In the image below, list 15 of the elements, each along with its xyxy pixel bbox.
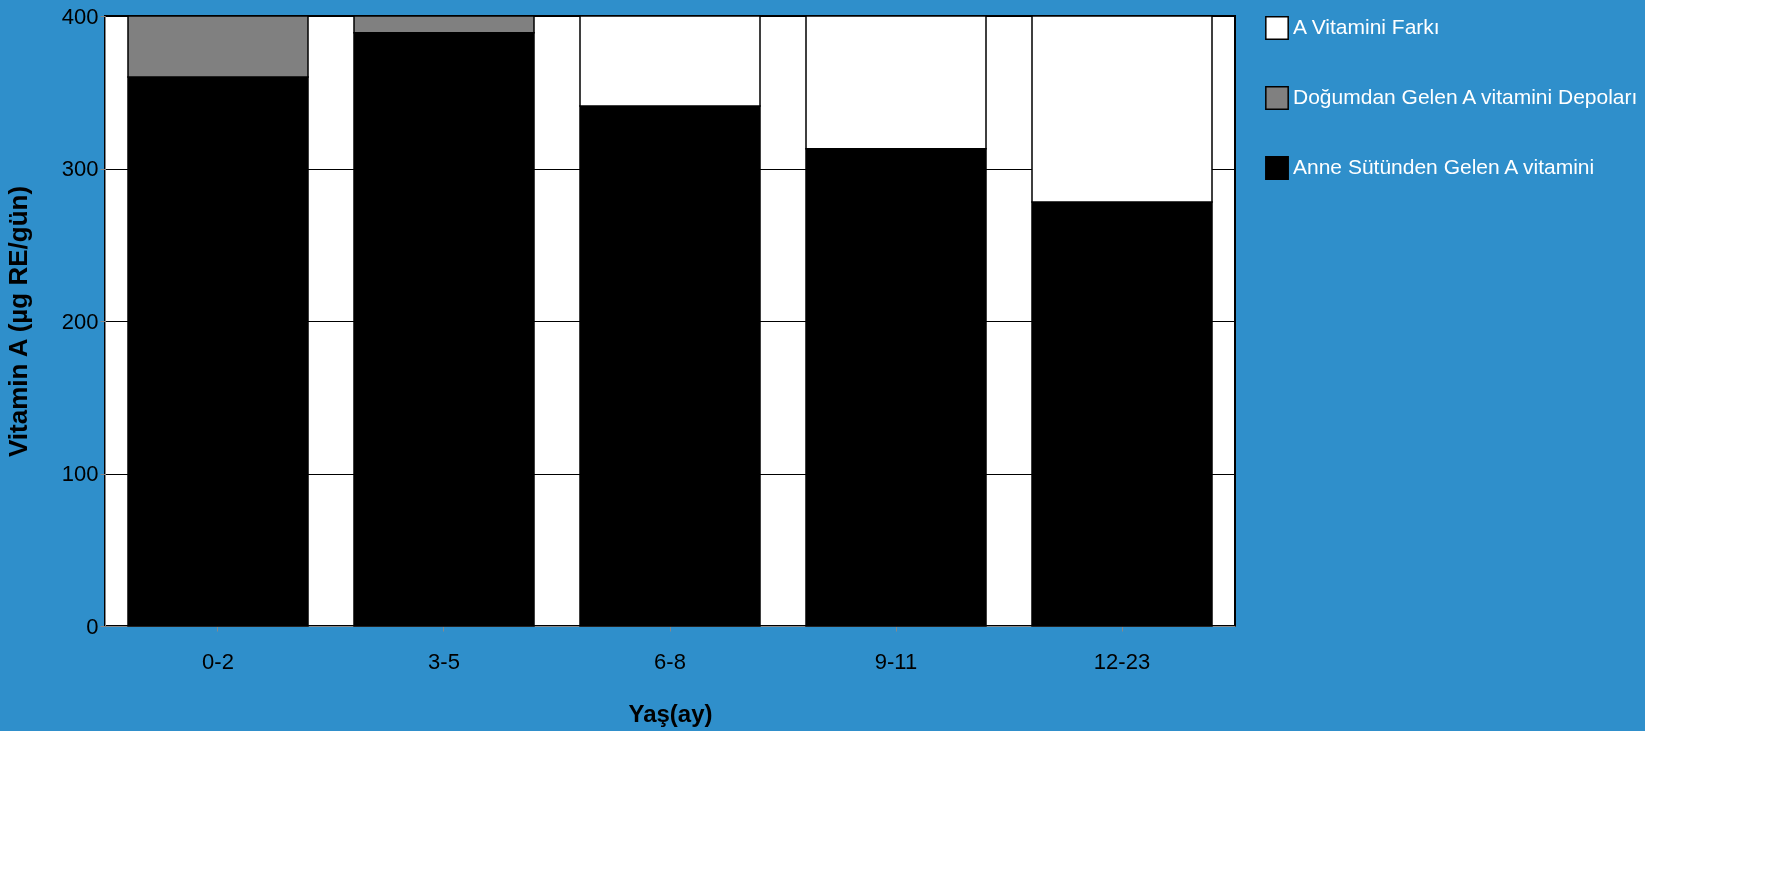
- y-tick-label: 200: [61, 308, 99, 334]
- y-tick-label: 400: [61, 3, 99, 29]
- x-axis-title: Yaş(ay): [628, 699, 713, 727]
- x-tick-label: 3-5: [428, 648, 460, 674]
- x-tick-label: 9-11: [874, 648, 918, 674]
- x-tick-label: 12-23: [1093, 648, 1151, 674]
- y-axis-title: Vitamin A (µg RE/gün): [2, 185, 33, 458]
- legend-label: Doğumdan Gelen A vitamini Depoları: [1293, 85, 1638, 108]
- x-tick-label: 6-8: [654, 648, 686, 674]
- y-tick-label: 100: [61, 461, 99, 486]
- legend-label: Anne Sütünden Gelen A vitamini: [1293, 155, 1595, 178]
- x-tick-label: 0-2: [202, 648, 234, 674]
- y-tick-label: 0: [86, 613, 99, 639]
- legend-label: A Vitamini Farkı: [1293, 15, 1440, 38]
- y-tick-label: 300: [61, 156, 99, 181]
